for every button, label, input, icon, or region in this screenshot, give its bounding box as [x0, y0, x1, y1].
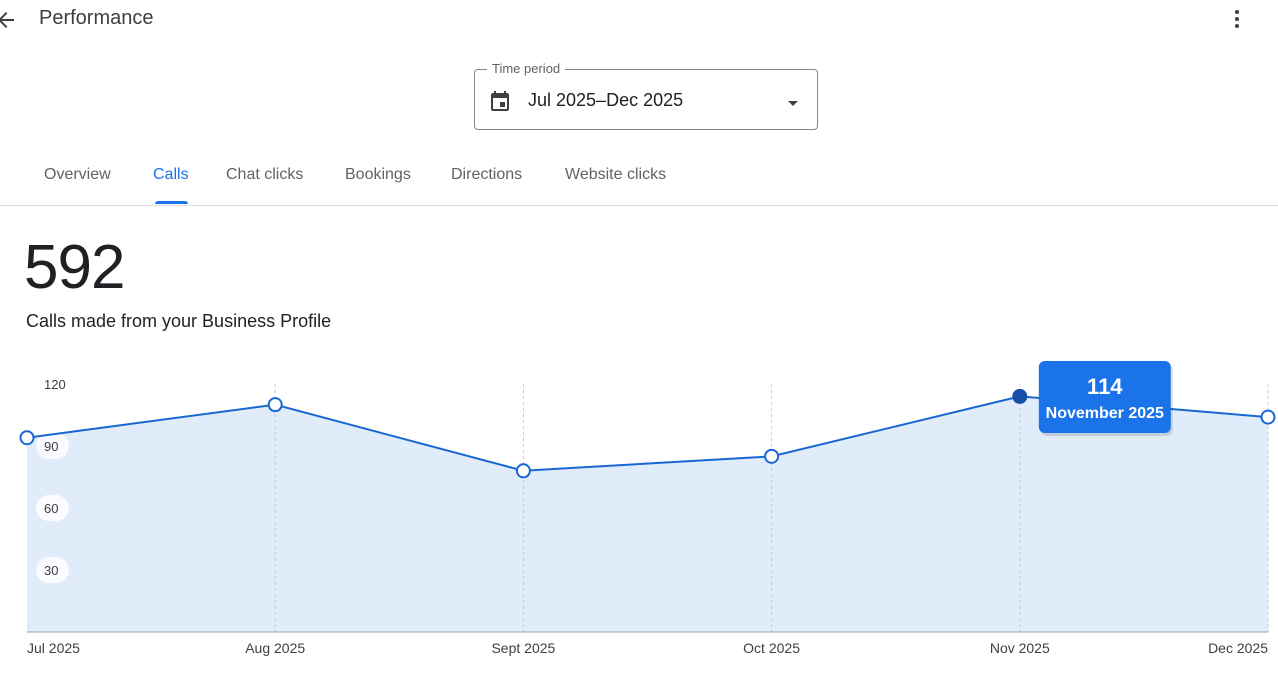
x-tick-label: Dec 2025: [1208, 640, 1268, 656]
chart-area: [27, 396, 1268, 632]
data-point[interactable]: [764, 448, 780, 464]
y-tick-pill: [36, 557, 69, 583]
metric-tabs: Overview Calls Chat clicks Bookings Dire…: [0, 150, 1278, 206]
data-point[interactable]: [19, 430, 35, 446]
tab-website-clicks[interactable]: Website clicks: [565, 166, 667, 183]
x-tick-label: Jul 2025: [27, 640, 80, 656]
tooltip: [1038, 361, 1171, 433]
tab-directions[interactable]: Directions: [451, 166, 523, 183]
x-tick-label: Aug 2025: [245, 640, 305, 656]
data-point[interactable]: [1260, 409, 1276, 425]
tooltip-label: November 2025: [1046, 405, 1164, 422]
more-vert-icon[interactable]: [1225, 7, 1249, 31]
total-calls-value: 592: [24, 233, 125, 302]
data-point-selected[interactable]: [1012, 388, 1028, 404]
x-tick-label: Nov 2025: [990, 640, 1050, 656]
data-point[interactable]: [267, 397, 283, 413]
tab-bookings[interactable]: Bookings: [345, 166, 411, 183]
top-app-bar: Performance: [0, 0, 1278, 40]
tab-overview[interactable]: Overview: [44, 166, 111, 183]
active-tab-indicator: [155, 201, 188, 204]
calls-chart: 30 60 90 120 Jul 2025 Aug 2025 Sept 2025 Oct 20…: [19, 361, 1276, 656]
y-tick-label: 90: [44, 439, 58, 454]
y-tick-label: 60: [44, 501, 58, 516]
page-title: Performance: [39, 7, 154, 29]
tab-calls[interactable]: Calls: [153, 166, 189, 183]
arrow-back-icon[interactable]: [0, 8, 18, 32]
time-period-select[interactable]: Time period Jul 2025–Dec 2025: [474, 61, 818, 130]
calendar-icon: [491, 91, 509, 111]
x-tick-label: Oct 2025: [743, 640, 800, 656]
y-tick-pill: [36, 433, 69, 459]
tab-chat-clicks[interactable]: Chat clicks: [226, 166, 304, 183]
y-tick-pill: [36, 495, 69, 521]
y-tick-label: 120: [44, 377, 66, 392]
total-calls-description: Calls made from your Business Profile: [26, 311, 332, 331]
y-tick-label: 30: [44, 563, 58, 578]
data-point[interactable]: [515, 463, 531, 479]
time-period-value: Jul 2025–Dec 2025: [528, 90, 684, 110]
chevron-down-icon: [788, 101, 798, 106]
tooltip-value: 114: [1087, 374, 1123, 399]
x-tick-label: Sept 2025: [491, 640, 555, 656]
time-period-label: Time period: [487, 61, 566, 76]
